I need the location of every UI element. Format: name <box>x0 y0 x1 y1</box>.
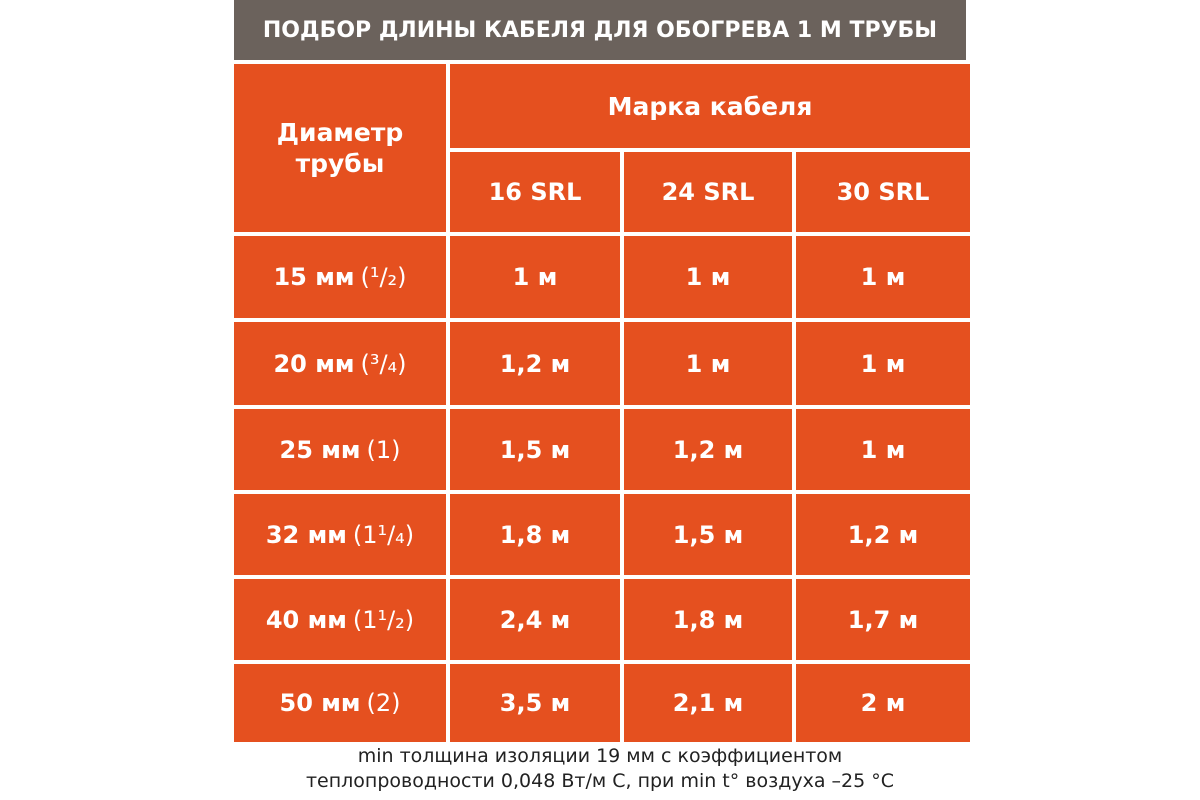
cable-length-cell: 1 м <box>796 236 970 318</box>
diameter-mm: 32 мм <box>265 520 347 549</box>
cable-length-cell: 1,8 м <box>624 579 792 660</box>
footnote: min толщина изоляции 19 мм с коэффициент… <box>234 744 966 794</box>
cable-length-cell: 2 м <box>796 664 970 742</box>
cable-length-cell: 1,5 м <box>450 409 620 490</box>
header-diameter-line1: Диаметр <box>276 117 404 147</box>
cable-length-cell: 1 м <box>796 322 970 405</box>
header-diameter: Диаметр трубы <box>234 64 446 232</box>
cable-length-cell: 1 м <box>624 236 792 318</box>
cable-length-cell: 1,8 м <box>450 494 620 575</box>
diameter-inch: (2) <box>366 689 401 717</box>
cable-length-table: Диаметр трубы Марка кабеля 16 SRL 24 SRL… <box>234 64 970 742</box>
cable-length-cell: 1,2 м <box>796 494 970 575</box>
row-diameter: 20 мм (³/₄) <box>234 322 446 405</box>
cable-length-cell: 1 м <box>624 322 792 405</box>
cable-length-cell: 1 м <box>450 236 620 318</box>
cable-length-cell: 3,5 м <box>450 664 620 742</box>
diameter-mm: 40 мм <box>265 605 347 634</box>
row-diameter: 32 мм (1¹/₄) <box>234 494 446 575</box>
diameter-inch: (¹/₂) <box>360 263 407 291</box>
diameter-mm: 20 мм <box>273 349 355 378</box>
cable-length-cell: 1 м <box>796 409 970 490</box>
header-diameter-line2: трубы <box>295 149 385 178</box>
cable-length-cell: 1,5 м <box>624 494 792 575</box>
header-cable-brand: Марка кабеля <box>450 64 970 148</box>
diameter-inch: (1) <box>366 435 401 464</box>
cable-length-cell: 2,4 м <box>450 579 620 660</box>
diameter-inch: (³/₄) <box>360 349 407 378</box>
cable-length-cell: 1,2 м <box>624 409 792 490</box>
diameter-inch: (1¹/₂) <box>352 605 415 634</box>
header-column: 24 SRL <box>624 152 792 232</box>
cable-length-cell: 2,1 м <box>624 664 792 742</box>
diameter-mm: 50 мм <box>279 689 361 717</box>
row-diameter: 15 мм (¹/₂) <box>234 236 446 318</box>
diameter-mm: 15 мм <box>273 263 355 291</box>
diameter-inch: (1¹/₄) <box>352 520 415 549</box>
footnote-line2: теплопроводности 0,048 Вт/м С, при min t… <box>305 770 895 792</box>
header-column: 30 SRL <box>796 152 970 232</box>
row-diameter: 40 мм (1¹/₂) <box>234 579 446 660</box>
diameter-mm: 25 мм <box>279 435 361 464</box>
footnote-line1: min толщина изоляции 19 мм с коэффициент… <box>357 745 843 767</box>
table-title: ПОДБОР ДЛИНЫ КАБЕЛЯ ДЛЯ ОБОГРЕВА 1 М ТРУ… <box>234 0 966 60</box>
header-column: 16 SRL <box>450 152 620 232</box>
cable-length-cell: 1,7 м <box>796 579 970 660</box>
cable-length-cell: 1,2 м <box>450 322 620 405</box>
row-diameter: 50 мм (2) <box>234 664 446 742</box>
row-diameter: 25 мм (1) <box>234 409 446 490</box>
